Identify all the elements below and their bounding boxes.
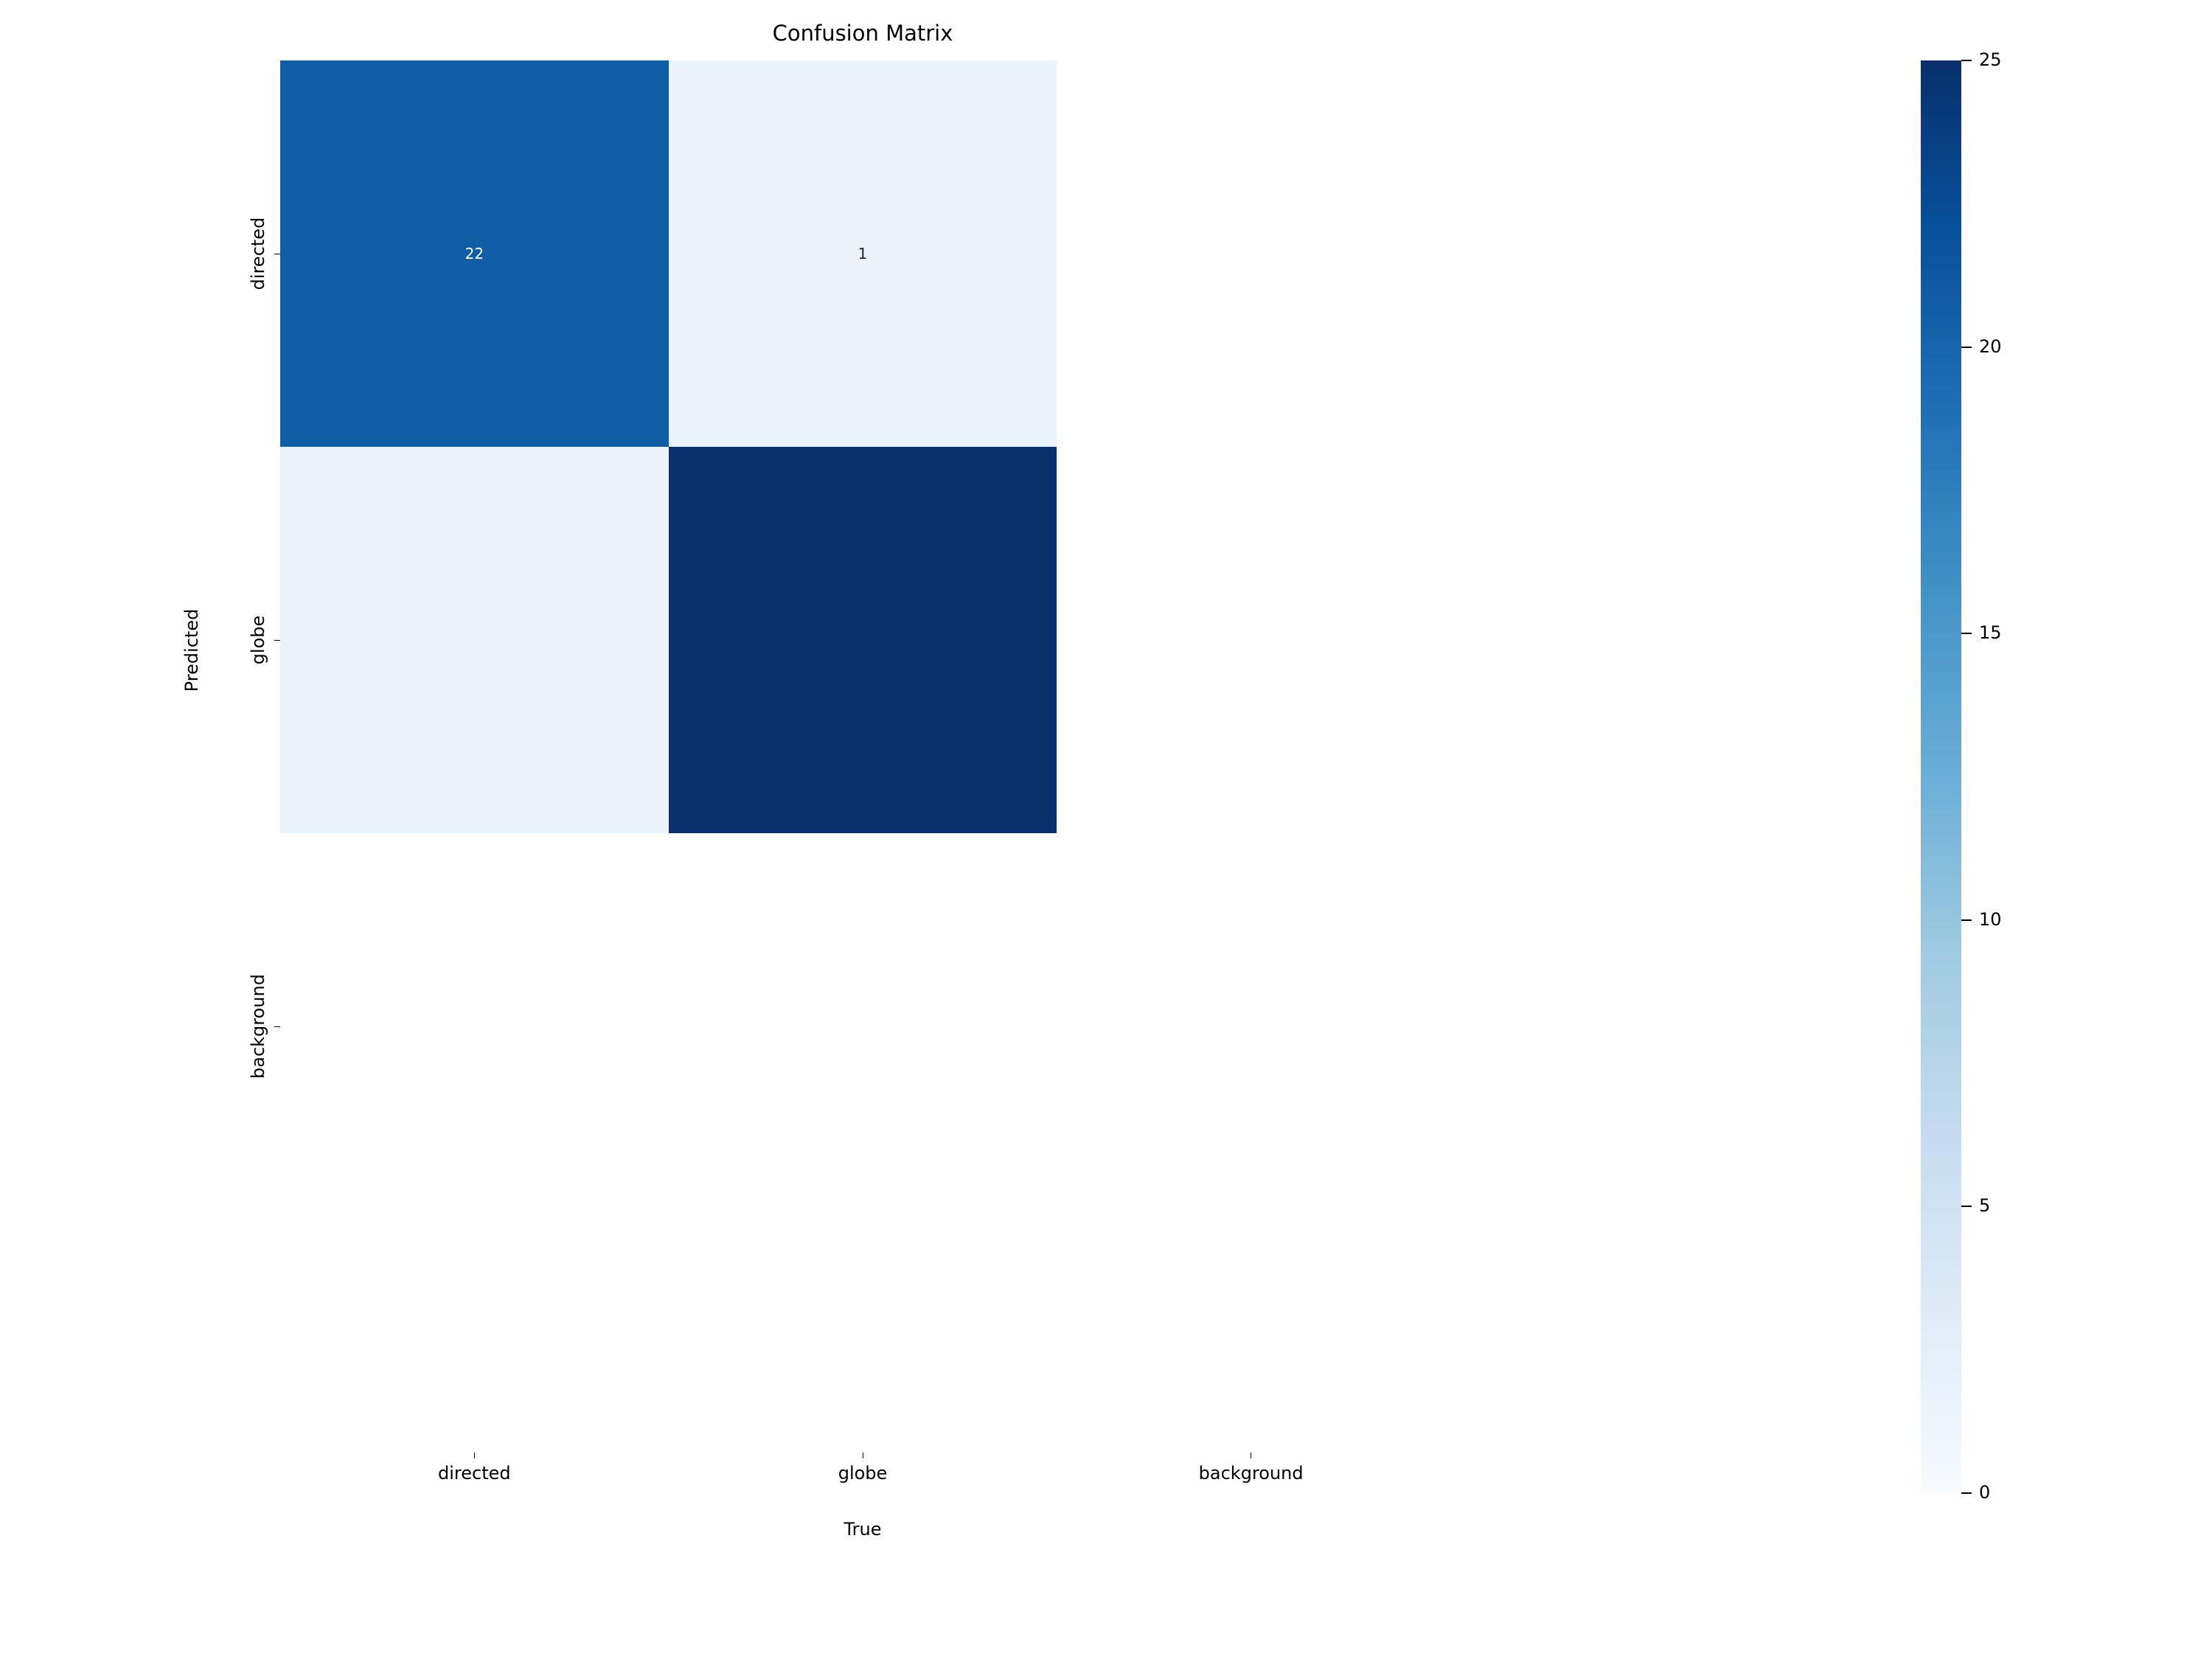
y-tick-mark (274, 640, 280, 641)
heatmap-cell: 22 (280, 60, 669, 447)
colorbar-tick-mark (1961, 347, 1972, 348)
y-axis-label: Predicted (181, 577, 202, 724)
y-tick-label: directed (248, 143, 268, 364)
y-tick-mark (274, 1026, 280, 1027)
colorbar-tick-mark (1961, 1206, 1972, 1207)
colorbar-tick-mark (1961, 919, 1972, 921)
colorbar-tick-label: 25 (1979, 49, 2002, 70)
x-tick-mark (474, 1453, 475, 1458)
colorbar-tick-label: 10 (1979, 909, 2002, 930)
y-tick-label: background (248, 916, 268, 1137)
x-tick-label: globe (752, 1463, 973, 1484)
heatmap-cell: 1 (669, 60, 1057, 447)
y-tick-label: globe (248, 529, 268, 751)
colorbar-tick-label: 5 (1979, 1195, 1990, 1216)
colorbar-tick-mark (1961, 60, 1972, 61)
colorbar-tick-mark (1961, 633, 1972, 634)
x-tick-label: background (1141, 1463, 1362, 1484)
heatmap-cell (1057, 60, 1445, 447)
colorbar (1921, 60, 1961, 1493)
colorbar-tick-mark (1961, 1492, 1972, 1494)
heatmap-cell (280, 833, 669, 1220)
heatmap-cell (669, 447, 1057, 833)
heatmap-cell (1057, 447, 1445, 833)
heatmap-cell (669, 833, 1057, 1220)
heatmap-cell-value: 22 (465, 245, 484, 262)
x-axis-label: True (280, 1519, 1445, 1540)
heatmap-cell (280, 447, 669, 833)
colorbar-tick-label: 15 (1979, 622, 2002, 643)
colorbar-gradient (1921, 60, 1961, 1493)
confusion-matrix-heatmap: 22 1 (280, 60, 1445, 1220)
chart-title: Confusion Matrix (280, 21, 1445, 46)
chart-stage: Confusion Matrix Predicted 22 1 True dire… (0, 0, 2212, 1659)
x-tick-label: directed (364, 1463, 585, 1484)
heatmap-cell-value: 1 (858, 245, 868, 262)
colorbar-tick-label: 0 (1979, 1482, 1990, 1503)
heatmap-cell (1057, 833, 1445, 1220)
colorbar-tick-label: 20 (1979, 336, 2002, 357)
